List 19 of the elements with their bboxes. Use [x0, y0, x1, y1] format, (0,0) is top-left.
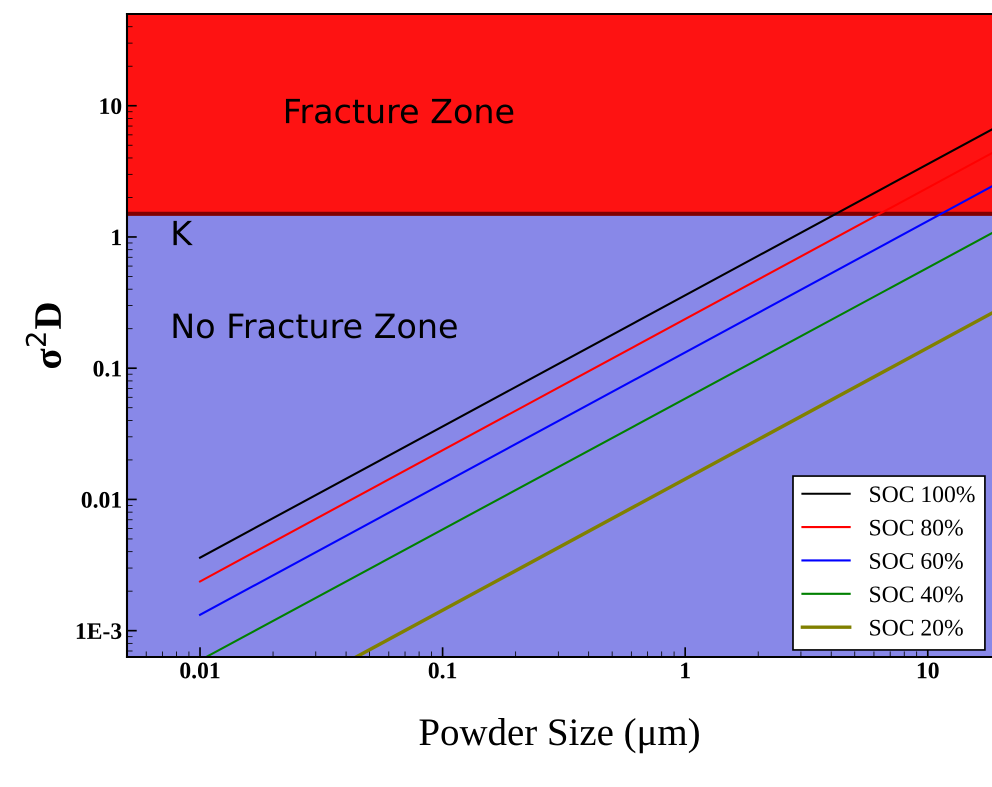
- band-label: Fracture Zone: [286, 98, 514, 124]
- x-tick-label: 0.01: [180, 662, 220, 679]
- legend-label: SOC 80%: [870, 520, 963, 536]
- y-axis-title: σ$^{2}$D: [26, 303, 62, 368]
- band-label: No Fracture Zone: [174, 314, 457, 338]
- y-tick-label: 0.01: [82, 492, 121, 508]
- legend-label: SOC 100%: [870, 486, 975, 502]
- x-tick-label: 1: [681, 662, 690, 678]
- y-tick-label: 1: [112, 230, 121, 246]
- y-tick-label: 10: [100, 98, 122, 114]
- x-axis-title: Powder Size (μm): [420, 718, 699, 754]
- x-tick-label: 0.1: [428, 662, 456, 679]
- x-tick-label: 10: [918, 662, 939, 678]
- legend-label: SOC 20%: [870, 620, 963, 636]
- ref-line-label: K: [174, 220, 193, 246]
- legend-label: SOC 40%: [870, 586, 963, 602]
- y-tick-label: 1E-3: [76, 623, 122, 640]
- legend-label: SOC 60%: [870, 553, 963, 570]
- y-tick-label: 0.1: [94, 360, 121, 377]
